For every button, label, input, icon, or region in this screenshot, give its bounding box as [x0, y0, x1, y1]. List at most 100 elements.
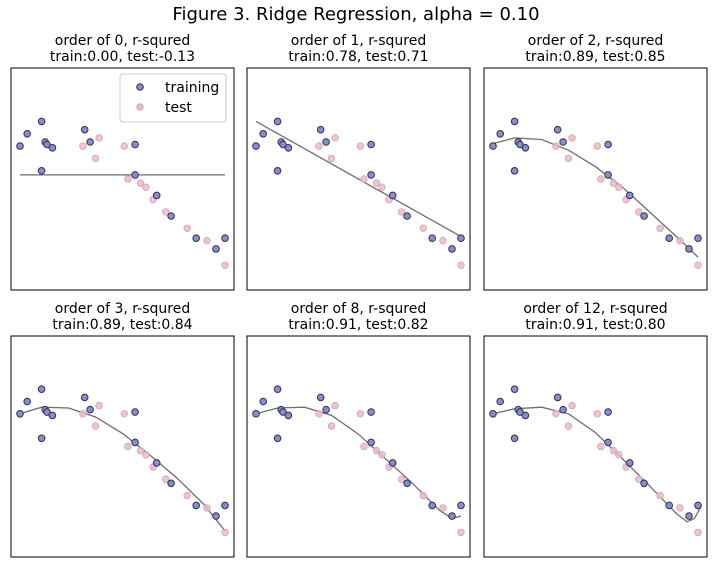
training-point	[604, 140, 612, 149]
training-point	[273, 385, 282, 394]
training-point	[457, 234, 465, 242]
training-point	[510, 117, 519, 126]
test-point	[95, 401, 103, 410]
training-point	[685, 512, 693, 520]
panel-title-order-0: order of 0, r-squred train:0.00, test:-0…	[11, 33, 234, 65]
test-point	[676, 504, 684, 512]
training-point	[559, 405, 567, 414]
axes-frame	[246, 335, 471, 558]
training-point	[80, 125, 89, 134]
training-point	[279, 140, 287, 149]
test-point	[398, 208, 406, 216]
test-point	[656, 491, 664, 500]
test-point	[552, 142, 560, 150]
panel-title-order-12: order of 12, r-squred train:0.91, test:0…	[484, 301, 707, 333]
panel-title-line2: train:0.91, test:0.80	[525, 317, 666, 333]
axes-frame	[10, 67, 235, 291]
training-point	[43, 408, 51, 416]
training-point	[553, 125, 562, 134]
test-point	[327, 422, 336, 430]
training-point	[221, 501, 229, 510]
test-point	[378, 451, 386, 459]
training-point	[23, 130, 32, 138]
test-point	[439, 504, 447, 512]
training-point	[86, 138, 94, 146]
test-point	[597, 175, 605, 183]
training-point	[489, 142, 497, 150]
test-point	[398, 475, 406, 483]
training-point	[604, 438, 612, 447]
training-point	[388, 191, 397, 200]
panel-title-order-8: order of 8, r-squred train:0.91, test:0.…	[247, 301, 470, 333]
training-point	[510, 434, 519, 443]
subplot-2	[483, 67, 708, 291]
test-point	[331, 134, 339, 142]
training-point	[16, 142, 24, 150]
test-point	[635, 208, 643, 216]
fit-line	[255, 406, 462, 520]
test-point	[568, 134, 576, 142]
training-point	[284, 144, 293, 152]
training-point	[665, 234, 674, 242]
subplot-1	[246, 67, 471, 291]
test-point	[315, 142, 323, 150]
training-point	[316, 393, 325, 402]
test-point	[419, 491, 427, 500]
test-point	[203, 236, 211, 245]
legend: training test	[119, 73, 227, 123]
training-point	[448, 512, 456, 520]
fit-line	[19, 406, 226, 532]
test-point	[360, 442, 368, 451]
training-point	[665, 501, 674, 510]
panel-title-line2: train:0.89, test:0.84	[52, 317, 193, 333]
axes-frame	[246, 67, 471, 291]
panel-title-line2: train:0.89, test:0.85	[525, 49, 666, 65]
test-point	[457, 528, 465, 537]
test-point	[609, 446, 618, 455]
training-point	[16, 410, 24, 418]
training-point	[43, 140, 51, 149]
axes-frame	[483, 67, 708, 291]
training-point	[284, 411, 293, 420]
test-point	[597, 442, 605, 451]
test-point	[120, 410, 128, 418]
training-point	[604, 408, 612, 416]
training-point	[685, 245, 693, 253]
training-point	[553, 393, 562, 402]
test-point	[356, 410, 364, 418]
test-point	[136, 446, 145, 455]
training-point	[212, 512, 220, 520]
test-point	[91, 154, 100, 163]
training-point	[259, 130, 268, 138]
training-point	[279, 408, 287, 416]
panel-title-line1: order of 0, r-squred	[54, 33, 191, 49]
training-point	[559, 138, 567, 146]
test-point	[593, 410, 601, 418]
panel-title-line1: order of 8, r-squred	[290, 301, 427, 317]
test-point	[694, 261, 702, 269]
training-point	[496, 130, 505, 138]
training-point	[625, 191, 634, 200]
training-point	[640, 212, 648, 220]
test-point	[378, 183, 386, 191]
training-point	[388, 459, 397, 467]
training-point	[273, 117, 282, 126]
subplot-4	[246, 335, 471, 558]
test-point	[457, 261, 465, 269]
test-point	[124, 175, 132, 183]
training-point	[604, 171, 612, 179]
training-point	[510, 385, 519, 394]
training-point	[48, 411, 57, 420]
training-point	[448, 245, 456, 253]
training-point	[694, 234, 702, 242]
test-point	[120, 142, 128, 150]
training-point	[192, 234, 200, 242]
training-point	[521, 144, 530, 152]
test-point	[439, 236, 447, 245]
test-point	[656, 224, 664, 232]
training-point	[367, 408, 375, 416]
training-point	[428, 501, 437, 510]
test-point	[564, 154, 573, 163]
legend-test-label: test	[165, 100, 192, 116]
fit-line	[492, 137, 699, 258]
